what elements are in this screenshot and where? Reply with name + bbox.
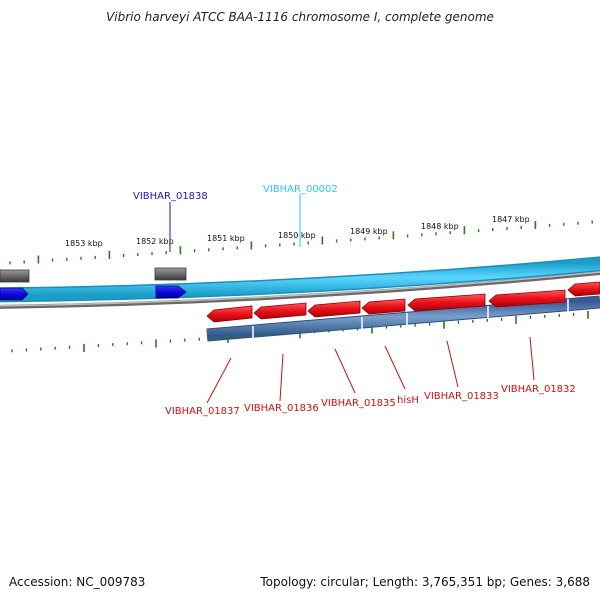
- scale-label: 1848 kbp: [421, 222, 459, 231]
- grey-feature-left: [0, 269, 30, 283]
- gene-arrow-reverse-VIBHAR_01836: [253, 302, 307, 320]
- map-title: Vibrio harveyi ATCC BAA-1116 chromosome …: [106, 10, 494, 24]
- gene-label-VIBHAR_01835: VIBHAR_01835: [321, 398, 396, 409]
- gene-arrow-reverse-VIBHAR_01833: [407, 293, 486, 312]
- forward-track: [0, 256, 600, 303]
- gene-label-VIBHAR_01837: VIBHAR_01837: [165, 406, 240, 417]
- scale-label: 1849 kbp: [350, 227, 388, 236]
- gene-arrow-reverse-VIBHAR_01835: [307, 300, 361, 318]
- scale-label: 1852 kbp: [136, 237, 174, 246]
- gene-arrow-reverse-VIBHAR_01832: [488, 289, 566, 308]
- backbone-arc: [0, 270, 600, 309]
- gene-arrow-reverse-hisH: [361, 298, 406, 315]
- gene-label-VIBHAR_01836: VIBHAR_01836: [244, 403, 319, 414]
- gene-label-VIBHAR_01833: VIBHAR_01833: [424, 391, 499, 402]
- accession-text: Accession: NC_009783: [9, 575, 146, 589]
- gene-arrow-reverse-VIBHAR_01837: [206, 305, 253, 323]
- gene-arrow-reverse-right: [567, 281, 600, 297]
- scale-label: 1847 kbp: [492, 215, 530, 224]
- lower-tick-ring: [11, 310, 589, 353]
- upper-tick-ring: [9, 220, 593, 265]
- reverse-region-track: [206, 295, 600, 342]
- gene-label-VIBHAR_00002: VIBHAR_00002: [263, 184, 338, 195]
- gene-arrow-forward-VIBHAR_01838: [155, 285, 187, 299]
- grey-features[interactable]: [0, 267, 187, 283]
- scale-labels: 1853 kbp 1852 kbp 1851 kbp 1850 kbp 1849 kbp…: [65, 215, 530, 248]
- gene-arrow-forward-left: [0, 287, 29, 301]
- gene-label-VIBHAR_01838: VIBHAR_01838: [133, 191, 208, 202]
- forward-gene-glyphs[interactable]: [0, 285, 187, 301]
- gene-label-VIBHAR_01832: VIBHAR_01832: [501, 384, 576, 395]
- reverse-gene-glyphs[interactable]: [206, 281, 600, 323]
- topology-summary: Topology: circular; Length: 3,765,351 bp…: [260, 575, 590, 589]
- grey-feature-mid: [154, 267, 187, 281]
- gene-label-hisH: hisH: [397, 395, 419, 406]
- gene-labels[interactable]: VIBHAR_01838 VIBHAR_00002 VIBHAR_01837 V…: [133, 184, 576, 417]
- scale-label: 1851 kbp: [207, 234, 245, 243]
- scale-label: 1850 kbp: [278, 231, 316, 240]
- scale-label: 1853 kbp: [65, 239, 103, 248]
